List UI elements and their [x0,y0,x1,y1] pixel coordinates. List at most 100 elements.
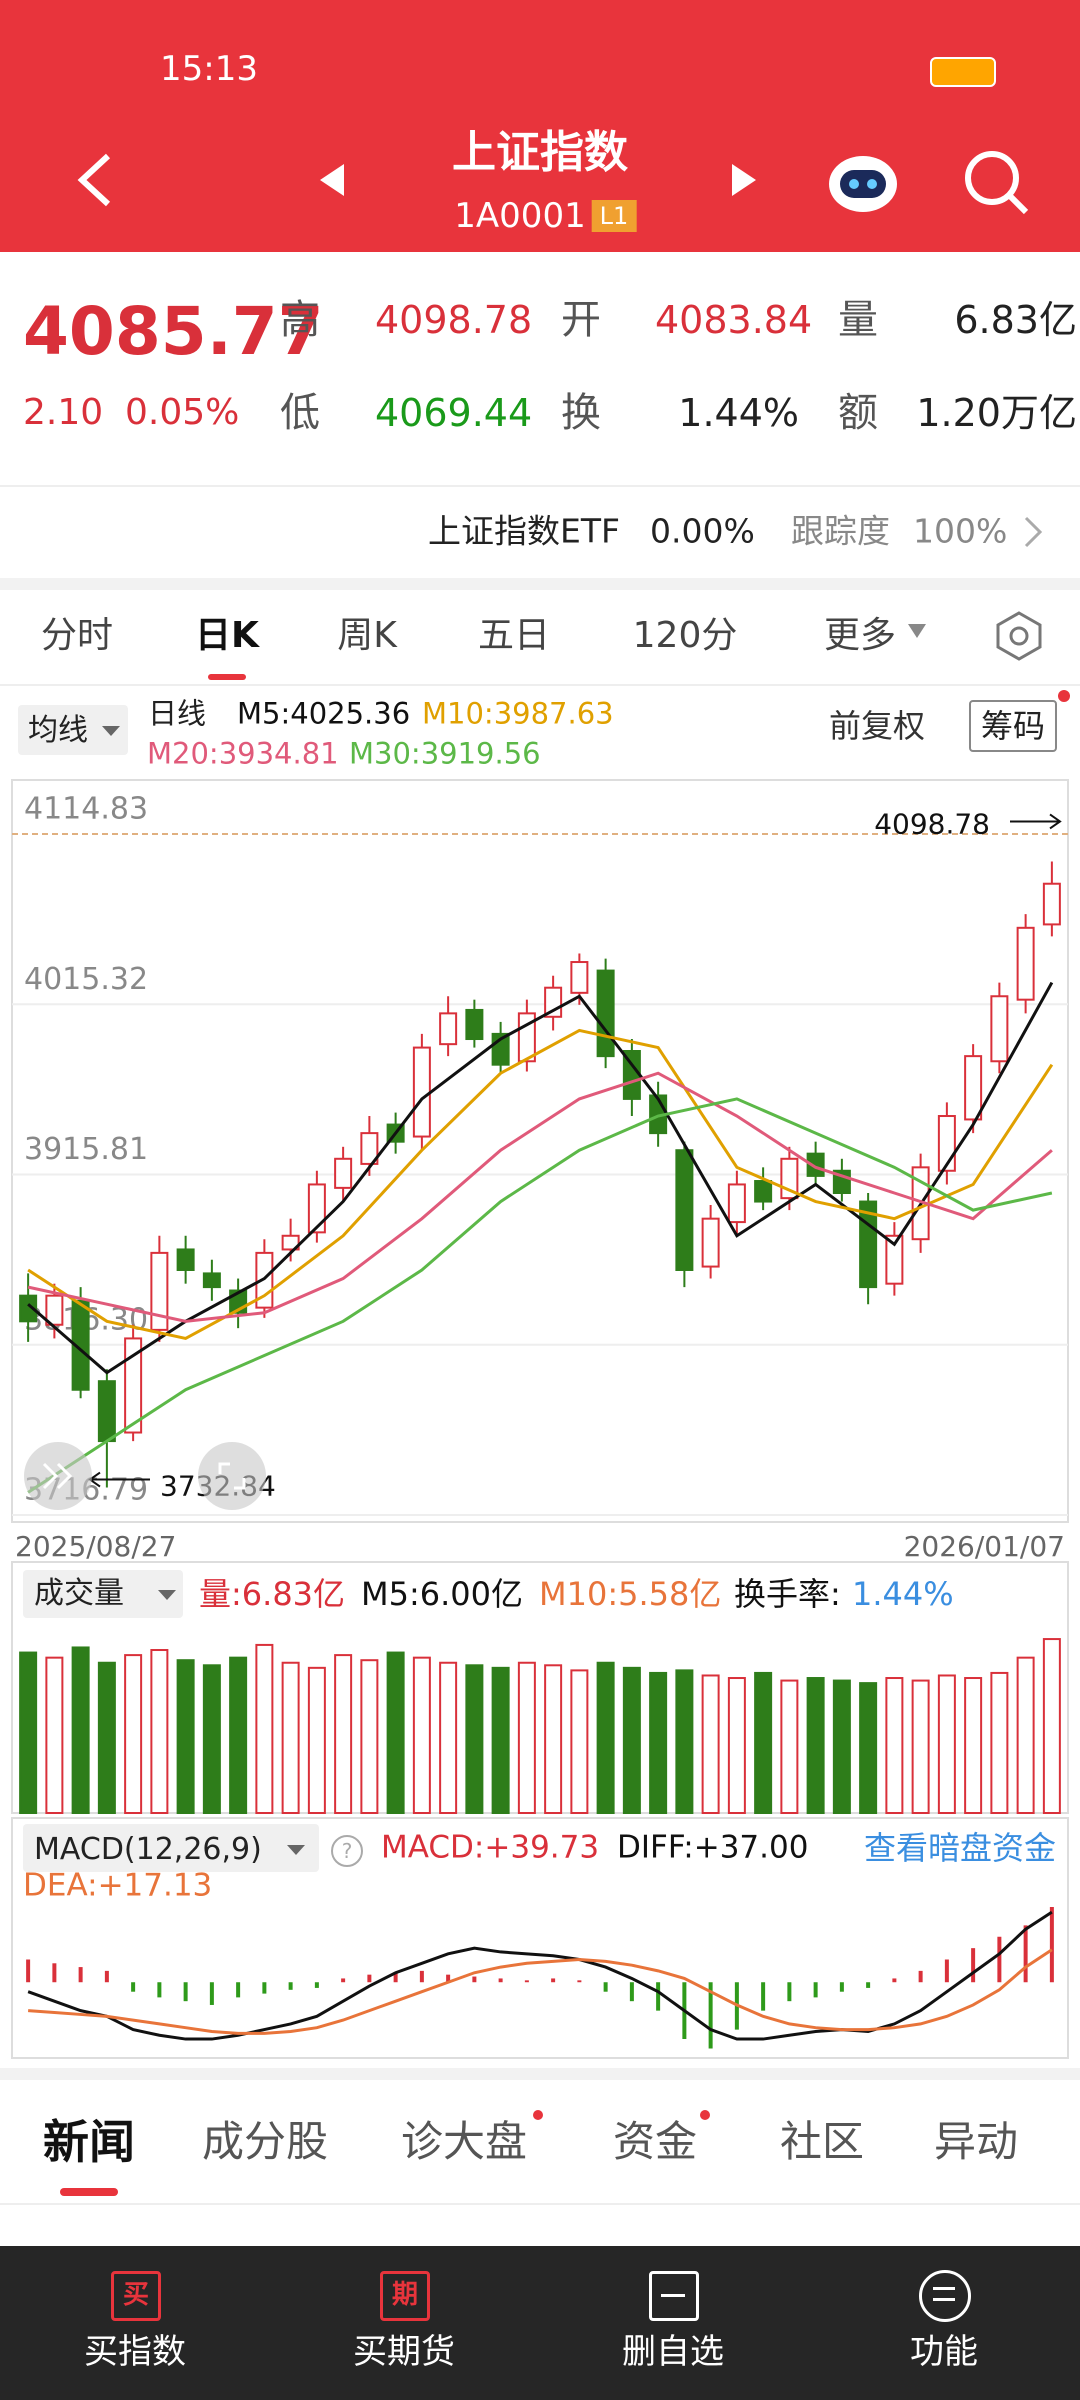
adjust[interactable]: 前复权 [829,707,926,745]
volume-bar [937,1674,956,1814]
red-dot [533,2110,543,2120]
candle-body [124,1337,143,1434]
nav-icon-box[interactable] [649,2271,699,2321]
nav-label[interactable]: 买期货 [353,2332,455,2372]
volume-bar [97,1661,116,1815]
help-icon[interactable]: ? [329,1833,365,1869]
candle-body [596,969,615,1058]
candle-body [832,1169,851,1195]
value: 1.20万亿 [916,391,1077,435]
chips-button[interactable]: 筹码 [968,700,1058,752]
nav-bg [0,2246,1080,2400]
ma-legend: M30:3919.56 [349,736,541,771]
news-tab[interactable]: 资金 [612,2117,698,2166]
period: 日线 [148,696,207,731]
y-tick-label: 4015.32 [24,962,148,997]
volume-legend: 1.44% [852,1575,954,1613]
candle-body [412,1046,431,1138]
candle-body [885,1234,904,1285]
news-tab[interactable]: 诊大盘 [400,2117,528,2166]
volume-legend: 量:6.83亿 [199,1575,346,1613]
volume-button-label[interactable]: 成交量 [34,1576,124,1611]
candle-body [71,1299,90,1391]
tab[interactable]: 五日 [477,615,551,656]
prev-button[interactable] [316,162,346,198]
expand-icon [56,1462,73,1490]
nav-icon[interactable]: 期 [391,2280,419,2310]
min-arrow-head [88,1471,101,1488]
news-tab[interactable]: 异动 [933,2117,1019,2166]
divider [0,2203,1080,2205]
settings-icon[interactable] [994,610,1044,662]
status-time: 15:13 [160,49,258,89]
tab[interactable]: 周K [337,615,397,656]
volume-bar [832,1679,851,1815]
change: 2.10 [23,392,104,433]
robot-icon[interactable] [826,146,900,216]
etf-name[interactable]: 上证指数ETF [428,511,620,551]
tab[interactable]: 日K [195,615,259,656]
fullscreen-button [198,1442,266,1510]
volume-bar [675,1669,694,1815]
nav-icon-line [933,2287,955,2290]
change-pct: 0.05% [125,392,240,433]
divider [0,684,1080,686]
nav-icon-line [933,2298,955,2301]
label: 高 [280,297,320,343]
ma-legend: M20:3934.81 [147,736,339,771]
volume-legend: 换手率: [734,1575,841,1613]
candle-body [990,995,1009,1063]
value: 6.83亿 [954,298,1077,342]
volume-bar [491,1666,510,1814]
etf-pct: 0.00% [650,511,755,551]
nav-icon-box[interactable] [111,2271,161,2321]
candle-body [150,1251,169,1331]
macd-legend: MACD:+39.73 [381,1829,600,1866]
tab[interactable]: 分时 [40,615,114,656]
ma-button-label[interactable]: 均线 [28,713,88,748]
title: 上证指数 [452,127,628,178]
nav-label[interactable]: 删自选 [622,2332,724,2372]
volume-bar [1042,1638,1061,1814]
macd-button-label[interactable]: MACD(12,26,9) [34,1832,262,1867]
candle-body [307,1183,326,1234]
news-tab[interactable]: 社区 [779,2117,865,2166]
nav-label[interactable]: 买指数 [84,2332,186,2372]
volume-bar [176,1659,195,1814]
volume-bar [360,1659,379,1814]
tab[interactable]: 120分 [632,615,738,656]
dropdown [102,726,120,736]
nav-icon-circle[interactable] [919,2270,971,2322]
candle-body [386,1123,405,1143]
macd-line [28,1948,1053,2035]
dark-pool-link[interactable]: 查看暗盘资金 [863,1829,1056,1867]
y-tick-label: 3816.30 [24,1302,148,1337]
nav-icon[interactable]: 买 [122,2280,150,2310]
red-dot [700,2110,710,2120]
search-icon[interactable] [962,148,1030,216]
nav-label[interactable]: 功能 [910,2332,978,2372]
volume-bar [45,1656,64,1814]
volume-bar [806,1677,825,1814]
news-tab[interactable]: 成分股 [201,2117,329,2166]
nav-icon-box[interactable] [380,2271,430,2321]
news-tab[interactable]: 新闻 [43,2115,135,2169]
candle-body [202,1272,221,1289]
ma-line [27,1028,1054,1341]
chevron[interactable] [1022,514,1046,550]
candle-body [911,1166,930,1241]
tab[interactable]: 更多 [823,615,897,656]
next-button[interactable] [730,162,760,198]
ma-legend: M10:3987.63 [422,696,614,731]
min-label: 3732.84 [160,1470,276,1503]
volume-bar [281,1661,300,1815]
candle-body [570,961,589,994]
candle-body [727,1183,746,1224]
level-badge: L1 [591,200,637,232]
label: 额 [838,390,878,436]
back-button[interactable] [70,150,120,210]
candle-body [439,1012,458,1046]
candle-body [229,1289,248,1314]
candle-body [176,1248,195,1271]
volume-bar [334,1654,353,1815]
